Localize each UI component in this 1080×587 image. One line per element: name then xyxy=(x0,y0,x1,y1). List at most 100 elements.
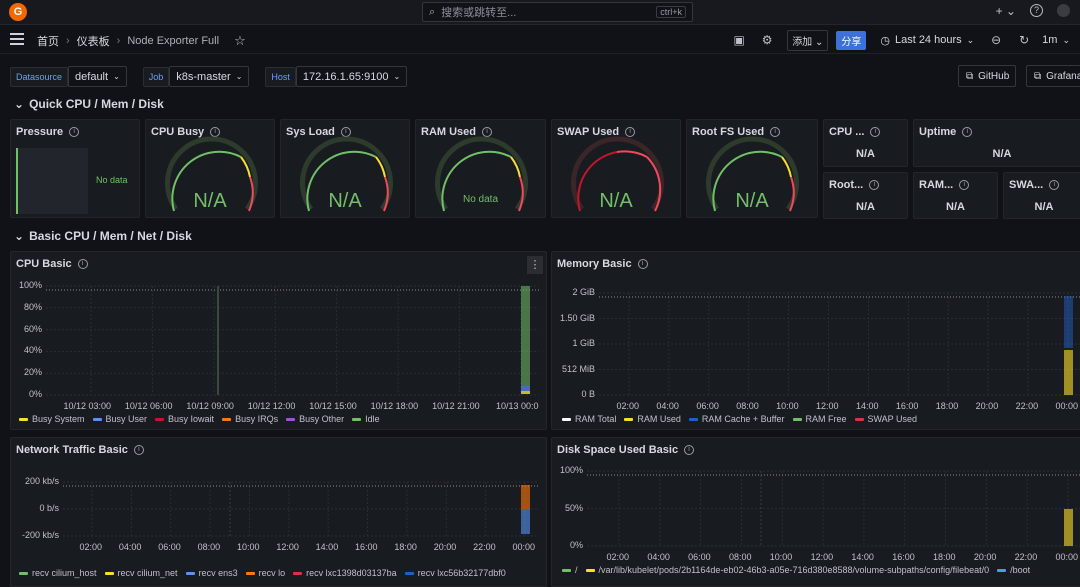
user-avatar-icon[interactable] xyxy=(1057,4,1070,17)
grafana-logo-icon[interactable]: G xyxy=(9,3,27,21)
refresh-icon[interactable]: ↻ xyxy=(1019,33,1030,47)
x-tick-label: 16:00 xyxy=(895,401,919,411)
memory-basic-legend: RAM Total RAM Used RAM Cache + Buffer RAM F… xyxy=(562,414,917,424)
info-icon[interactable]: i xyxy=(1049,180,1060,190)
var-select-host[interactable]: 172.16.1.65:9100 ⌄ xyxy=(295,66,408,87)
save-icon[interactable]: ▣ xyxy=(733,33,745,47)
menu-icon[interactable] xyxy=(10,33,24,45)
info-icon[interactable]: i xyxy=(770,127,781,137)
info-icon[interactable]: i xyxy=(869,180,880,190)
search-shortcut: ctrl+k xyxy=(656,6,686,18)
grafana-link-label: Grafana xyxy=(1046,70,1080,82)
github-link[interactable]: ⧉ GitHub xyxy=(958,65,1016,87)
info-icon[interactable]: i xyxy=(482,127,493,137)
legend-item[interactable]: recv lo xyxy=(245,568,285,578)
info-icon[interactable]: i xyxy=(210,127,221,137)
legend-item[interactable]: recv cilium_net xyxy=(104,568,178,578)
legend-item[interactable]: RAM Total xyxy=(562,414,616,424)
network-basic-chart xyxy=(63,481,539,537)
legend-swatch xyxy=(92,417,102,421)
top-bar: G ⌕ 搜索或跳转至... ctrl+k + ⌄ ? xyxy=(0,0,1080,25)
series-bar xyxy=(521,485,530,509)
help-icon[interactable]: ? xyxy=(1030,4,1043,17)
info-icon[interactable]: i xyxy=(625,127,636,137)
legend-item[interactable]: /boot xyxy=(997,565,1030,575)
breadcrumb-home[interactable]: 首页 xyxy=(37,36,59,48)
search-input[interactable]: ⌕ 搜索或跳转至... ctrl+k xyxy=(422,2,693,22)
legend-item[interactable]: Busy User xyxy=(92,414,147,424)
y-tick-label: 2 GiB xyxy=(572,287,595,297)
gauge-arc xyxy=(165,136,258,212)
info-icon[interactable]: i xyxy=(133,445,144,455)
chevron-down-icon: ⌄ xyxy=(14,229,25,243)
legend-label: /boot xyxy=(1010,565,1031,575)
breadcrumb-dashboards[interactable]: 仪表板 xyxy=(76,36,110,48)
gauge-value: N/A xyxy=(328,190,362,212)
network-basic-legend: recv cilium_host recv cilium_net recv ens3… xyxy=(19,568,506,578)
legend-label: recv ens3 xyxy=(198,568,238,578)
star-icon[interactable]: ☆ xyxy=(234,33,246,48)
info-icon[interactable]: i xyxy=(340,127,351,137)
zoom-out-icon[interactable]: ⊖ xyxy=(991,33,1002,47)
legend-item[interactable]: Busy Other xyxy=(286,414,344,424)
row-quick[interactable]: ⌄ Quick CPU / Mem / Disk xyxy=(14,97,164,111)
grafana-link[interactable]: ⧉ Grafana xyxy=(1026,65,1080,87)
legend-label: recv cilium_net xyxy=(117,568,178,578)
x-tick-label: 04:00 xyxy=(647,552,670,562)
x-tick-label: 00:00 xyxy=(512,542,536,552)
var-select-datasource[interactable]: default ⌄ xyxy=(68,66,127,87)
share-button[interactable]: 分享 xyxy=(836,30,867,50)
legend-swatch xyxy=(222,417,232,421)
panel-rootfs-total: Root... i N/A xyxy=(823,172,908,219)
legend-item[interactable]: Busy System xyxy=(19,414,85,424)
x-tick-label: 02:00 xyxy=(606,552,630,562)
info-icon[interactable]: i xyxy=(959,180,970,190)
legend-item[interactable]: /var/lib/kubelet/pods/2b1164de-eb02-46b3… xyxy=(585,565,989,575)
time-range-picker[interactable]: ◷ Last 24 hours ⌄ xyxy=(880,34,974,47)
legend-item[interactable]: SWAP Used xyxy=(854,414,917,424)
x-tick-label: 00:00 xyxy=(1055,552,1079,562)
row-basic[interactable]: ⌄ Basic CPU / Mem / Net / Disk xyxy=(14,229,192,243)
legend-item[interactable]: RAM Cache + Buffer xyxy=(688,414,785,424)
panel-ram-total: RAM... i N/A xyxy=(913,172,998,219)
panel-menu-icon[interactable]: ⋮ xyxy=(527,256,543,274)
legend-swatch xyxy=(854,417,864,421)
info-icon[interactable]: i xyxy=(637,259,648,269)
breadcrumb-separator: › xyxy=(66,35,70,47)
legend-item[interactable]: recv lxc56b32177dbf0 xyxy=(404,568,506,578)
gauge-value: N/A xyxy=(735,190,769,212)
external-link-icon: ⧉ xyxy=(966,70,974,82)
settings-gear-icon[interactable]: ⚙ xyxy=(761,33,773,47)
legend-item[interactable]: RAM Used xyxy=(624,414,681,424)
info-icon[interactable]: i xyxy=(69,127,80,137)
legend-item[interactable]: recv lxc1398d03137ba xyxy=(293,568,397,578)
legend-label: Busy System xyxy=(32,414,85,424)
legend-item[interactable]: Busy Iowait xyxy=(155,414,214,424)
legend-item[interactable]: Busy IRQs xyxy=(222,414,278,424)
legend-swatch xyxy=(245,571,255,575)
legend-label: recv cilium_host xyxy=(32,568,97,578)
breadcrumb-current: Node Exporter Full xyxy=(127,35,220,47)
info-icon[interactable]: i xyxy=(77,259,88,269)
gauge-value: No data xyxy=(462,194,499,205)
info-icon[interactable]: i xyxy=(962,127,973,137)
breadcrumb: 首页 › 仪表板 › Node Exporter Full ☆ xyxy=(37,33,246,49)
legend-item[interactable]: RAM Free xyxy=(792,414,847,424)
x-tick-label: 14:00 xyxy=(851,552,874,562)
info-icon[interactable]: i xyxy=(870,127,881,137)
var-label-host: Host xyxy=(265,66,296,87)
new-menu-button[interactable]: + ⌄ xyxy=(995,4,1016,18)
search-icon: ⌕ xyxy=(429,5,436,18)
x-tick-label: 06:00 xyxy=(688,552,711,562)
panel-title: RAM... xyxy=(919,179,954,191)
legend-item[interactable]: recv ens3 xyxy=(185,568,238,578)
legend-item[interactable]: / xyxy=(562,565,578,575)
chevron-down-icon: ⌄ xyxy=(966,34,975,45)
legend-item[interactable]: recv cilium_host xyxy=(19,568,97,578)
add-button[interactable]: 添加 ⌄ xyxy=(787,29,829,51)
var-select-job[interactable]: k8s-master ⌄ xyxy=(169,66,250,87)
legend-item[interactable]: Idle xyxy=(352,414,380,424)
memory-basic-chart xyxy=(599,292,1080,396)
refresh-interval-picker[interactable]: 1m ⌄ xyxy=(1042,34,1070,46)
info-icon[interactable]: i xyxy=(684,445,695,455)
